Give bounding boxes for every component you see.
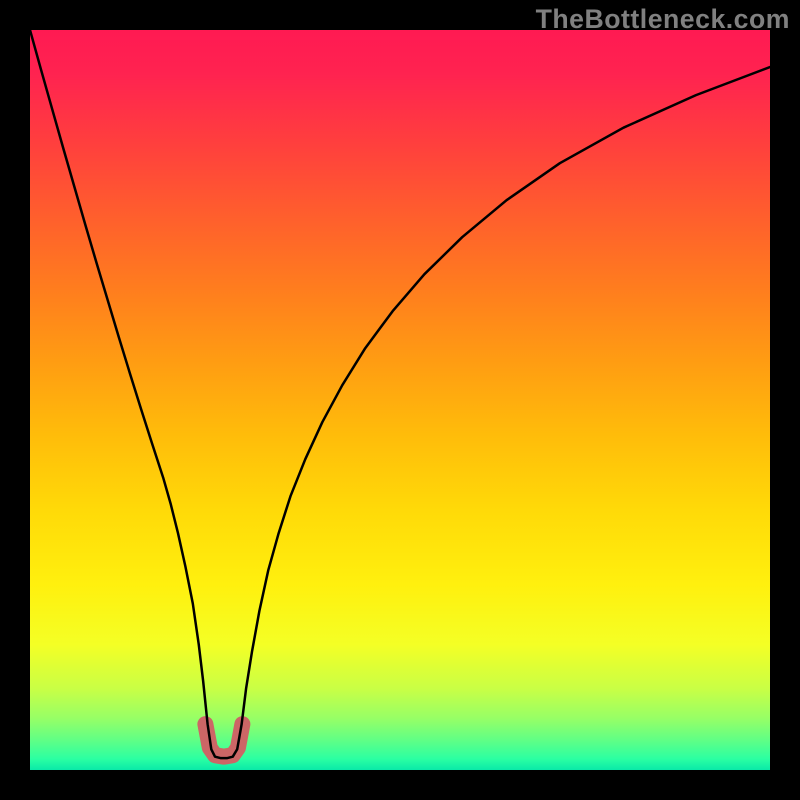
watermark-label: TheBottleneck.com bbox=[536, 4, 790, 35]
bottleneck-chart: TheBottleneck.com bbox=[0, 0, 800, 800]
plot-background bbox=[30, 30, 770, 770]
chart-canvas bbox=[0, 0, 800, 800]
